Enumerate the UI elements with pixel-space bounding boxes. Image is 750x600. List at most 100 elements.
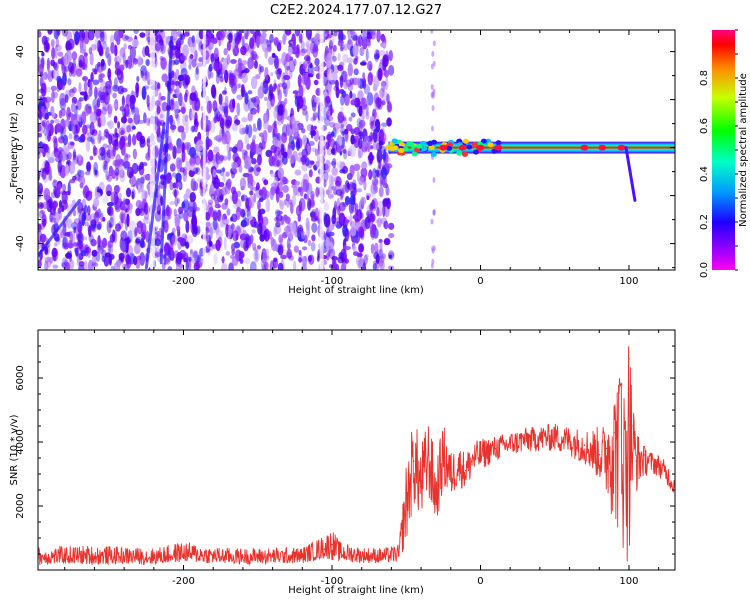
spectrogram-noise-cell xyxy=(41,51,45,57)
spectrogram-noise-cell xyxy=(106,174,113,182)
spectrogram-noise-cell xyxy=(175,146,183,154)
tone-jitter-cell xyxy=(421,146,428,152)
spectrogram-noise-cell xyxy=(249,261,257,270)
snr-x-tick-label: 0 xyxy=(477,576,483,587)
spectrogram-noise-cell xyxy=(230,243,236,252)
spectrogram-noise-cell xyxy=(349,195,354,204)
spectrogram-noise-cell xyxy=(194,39,201,44)
spectrogram-noise-cell xyxy=(353,97,361,108)
spectrogram-noise-cell xyxy=(120,230,128,242)
spectrogram-noise-cell xyxy=(238,83,242,89)
spectrogram-noise-cell xyxy=(169,99,174,107)
spectrogram-noise-cell xyxy=(302,246,308,251)
snr-point xyxy=(301,555,304,558)
spectrogram-noise-cell xyxy=(38,111,43,120)
spectrogram-noise-cell xyxy=(375,96,382,109)
spectrogram-noise-cell xyxy=(118,30,124,39)
spectrogram-noise-cell xyxy=(160,38,164,52)
spectrogram-noise-cell xyxy=(287,243,292,249)
spectrogram-noise-cell xyxy=(369,115,375,121)
spectrogram-noise-cell xyxy=(106,206,112,216)
spectrogram-noise-cell xyxy=(181,201,186,209)
spectrogram-noise-cell xyxy=(301,72,309,85)
spectrogram-noise-cell xyxy=(301,155,307,165)
spectrogram-noise-cell xyxy=(228,32,233,44)
spectrogram-noise-cell xyxy=(159,113,164,119)
spectrogram-noise-cell xyxy=(367,140,371,153)
spectrogram-noise-cell xyxy=(129,220,136,233)
spectrogram-noise-cell xyxy=(119,201,126,211)
spectrogram-noise-cell xyxy=(44,246,49,255)
spectrogram-noise-cell xyxy=(383,69,389,78)
spectrogram-noise-cell xyxy=(280,143,285,156)
spectrogram-noise-cell xyxy=(77,201,84,214)
spectrogram-noise-cell xyxy=(305,110,309,122)
spectrogram-noise-cell xyxy=(188,64,192,70)
spectrogram-noise-cell xyxy=(154,210,162,222)
spectrogram-noise-cell xyxy=(358,226,365,239)
snr-point xyxy=(635,460,638,463)
spectrogram-noise-cell xyxy=(126,124,131,133)
spectrogram-noise-cell xyxy=(285,193,291,202)
spectrogram-noise-cell xyxy=(230,161,238,170)
spectrogram-noise-cell xyxy=(155,251,162,258)
spectrogram-noise-cell xyxy=(316,255,320,262)
spectrogram-noise-cell xyxy=(277,262,284,270)
spectrogram-noise-cell xyxy=(85,213,92,222)
spectrogram-noise-cell xyxy=(366,87,371,92)
spectrogram-noise-cell xyxy=(175,172,182,183)
spectrogram-noise-cell xyxy=(78,30,85,42)
spectrogram-noise-cell xyxy=(332,141,338,156)
spectrogram-noise-cell xyxy=(213,146,220,154)
spectrogram-noise-cell xyxy=(123,43,127,50)
snr-y-tick-label: 4000 xyxy=(15,429,26,454)
spectrogram-noise-cell xyxy=(325,52,333,67)
spectrogram-noise-cell xyxy=(96,97,101,108)
spectrogram-noise-cell xyxy=(66,218,73,229)
spectrogram-noise-cell xyxy=(79,48,86,54)
spectrogram-noise-cell xyxy=(185,160,192,171)
spectrogram-noise-cell xyxy=(114,61,120,71)
spectrogram-noise-cell xyxy=(76,221,83,233)
spectrogram-noise-cell xyxy=(89,121,95,136)
tone-band-core xyxy=(388,146,675,149)
spectrogram-noise-cell xyxy=(288,153,296,164)
spectrogram-noise-cell xyxy=(56,75,62,83)
spectrogram-noise-cell xyxy=(161,73,169,82)
spectrogram-noise-cell xyxy=(206,100,212,114)
spectrogram-noise-cell xyxy=(344,180,350,193)
spectrogram-noise-cell xyxy=(292,260,297,270)
spectrogram-noise-cell xyxy=(388,250,395,261)
spectrogram-noise-cell xyxy=(247,57,255,70)
spectrogram-noise-cell xyxy=(112,218,117,226)
spectrogram-noise-cell xyxy=(114,68,122,76)
spectrogram-y-tick-label: 20 xyxy=(15,93,26,106)
spectrogram-noise-cell xyxy=(331,158,337,169)
spectrogram-noise-cell xyxy=(359,212,364,220)
spectrogram-noise-cell xyxy=(277,104,284,116)
snr-point xyxy=(524,438,526,440)
spectrogram-noise-cell xyxy=(61,190,68,205)
tone-jitter-cell xyxy=(411,151,418,157)
spectrogram-noise-cell xyxy=(194,49,198,62)
spectrogram-noise-cell xyxy=(308,255,312,262)
spectrogram-noise-cell xyxy=(78,260,85,267)
spectrogram-noise-cell xyxy=(251,228,256,234)
spectrogram-sparse-dot xyxy=(431,50,435,57)
spectrogram-noise-cell xyxy=(328,174,333,186)
spectrogram-noise-cell xyxy=(175,68,180,81)
spectrogram-noise-cell xyxy=(176,48,181,60)
snr-point xyxy=(553,434,556,437)
spectrogram-sparse-dot xyxy=(431,247,435,254)
spectrogram-noise-cell xyxy=(165,173,173,182)
spectrogram-noise-cell xyxy=(191,58,197,68)
spectrogram-noise-cell xyxy=(81,124,88,135)
spectrogram-noise-cell xyxy=(294,30,301,37)
colorbar-axes: 0.0 0.2 0.4 0.6 0.8 xyxy=(699,29,738,278)
spectrogram-noise-cell xyxy=(176,197,181,205)
spectrogram-noise-cell xyxy=(185,241,190,249)
colorbar-tick-label: 0.0 xyxy=(699,262,710,278)
snr-x-tick-label: 100 xyxy=(619,576,638,587)
spectrogram-noise-cell xyxy=(179,263,184,269)
spectrogram-noise-cell xyxy=(376,30,381,43)
